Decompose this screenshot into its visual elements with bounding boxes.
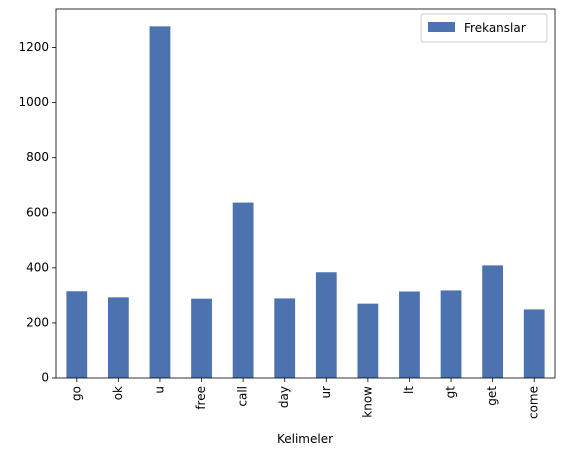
x-tick-label: gt [444,386,458,399]
plot-frame [55,8,556,379]
x-tick-label: know [360,386,374,418]
bars-layer [66,26,545,378]
x-tick-label: day [277,386,291,408]
x-axis-label: Kelimeler [277,432,333,446]
x-tick-label: go [69,386,83,401]
x-tick-label: u [152,386,166,394]
y-tick-label: 800 [26,150,49,164]
y-tick-label: 1200 [18,40,49,54]
bar-ur [315,272,337,378]
y-tick-label: 1000 [18,95,49,109]
bar-know [357,303,379,378]
legend-frame [420,13,548,43]
y-tick-label: 200 [26,315,49,329]
bar-lt [399,291,420,378]
ticks-layer: go ok u free call day ur know lt gt get come 0 200 400… [18,40,540,419]
legend-label: Frekanslar [464,21,526,35]
legend: Frekanslar [420,13,548,43]
x-tick-label: ok [111,386,125,400]
bar-go [66,291,88,378]
bar-ok [107,297,129,378]
bar-day [274,298,296,378]
bar-gt [440,290,462,378]
axes-layer [55,8,556,379]
x-tick-label: ur [319,386,333,399]
x-tick-label: lt [402,386,416,394]
bar-get [482,265,504,378]
bar-u [149,26,171,378]
bar-call [232,202,254,378]
x-tick-label: get [485,386,499,406]
y-tick-label: 400 [26,260,49,274]
bar-free [191,298,212,378]
x-tick-label: call [236,386,250,407]
x-tick-label: come [527,386,541,419]
x-tick-label: free [194,386,208,410]
y-tick-label: 600 [26,205,49,219]
legend-swatch [428,22,455,32]
bar-come [523,309,545,378]
y-tick-label: 0 [41,371,49,385]
